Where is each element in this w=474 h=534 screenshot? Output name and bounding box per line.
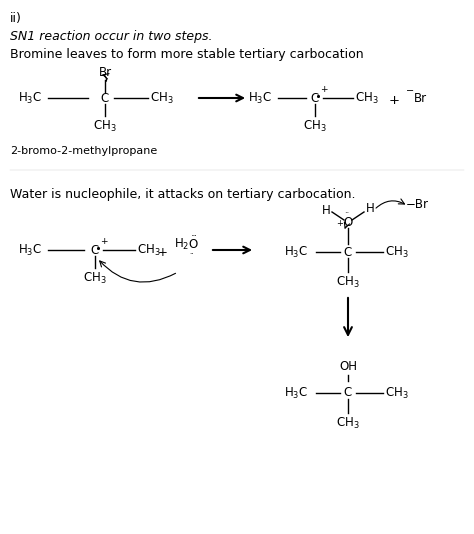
Text: $\mathsf{H_3C}$: $\mathsf{H_3C}$	[18, 90, 42, 106]
Text: $\mathsf{H_3C}$: $\mathsf{H_3C}$	[248, 90, 272, 106]
Text: +: +	[100, 237, 108, 246]
Text: O: O	[343, 216, 353, 229]
Text: $\mathsf{CH_3}$: $\mathsf{CH_3}$	[355, 90, 379, 106]
Text: $\mathsf{CH_3}$: $\mathsf{CH_3}$	[303, 119, 327, 134]
Text: C: C	[101, 91, 109, 105]
Text: C: C	[344, 246, 352, 258]
Text: $\mathsf{CH_3}$: $\mathsf{CH_3}$	[385, 245, 409, 260]
Text: −Br: −Br	[406, 198, 429, 210]
Text: $\mathsf{H_3C}$: $\mathsf{H_3C}$	[284, 245, 308, 260]
Text: −: −	[406, 86, 414, 96]
Text: +: +	[389, 93, 400, 106]
Text: $\mathsf{CH_3}$: $\mathsf{CH_3}$	[93, 119, 117, 134]
Text: +: +	[158, 246, 168, 258]
Text: $\mathsf{H_3C}$: $\mathsf{H_3C}$	[284, 386, 308, 400]
Text: +: +	[320, 84, 328, 93]
Text: $\mathsf{CH_3}$: $\mathsf{CH_3}$	[150, 90, 173, 106]
Text: $\mathsf{CH_3}$: $\mathsf{CH_3}$	[137, 242, 161, 257]
Text: SN1 reaction occur in two steps.: SN1 reaction occur in two steps.	[10, 30, 212, 43]
Text: $\mathsf{CH_3}$: $\mathsf{CH_3}$	[336, 274, 360, 289]
Text: $\mathsf{H_2}$: $\mathsf{H_2}$	[174, 237, 190, 252]
Text: Bromine leaves to form more stable tertiary carbocation: Bromine leaves to form more stable terti…	[10, 48, 364, 61]
Text: Water is nucleophile, it attacks on tertiary carbocation.: Water is nucleophile, it attacks on tert…	[10, 188, 356, 201]
Text: H: H	[322, 203, 330, 216]
Text: Br: Br	[99, 66, 111, 78]
Text: Br: Br	[414, 92, 427, 106]
Text: OH: OH	[339, 360, 357, 373]
Text: ..: ..	[189, 249, 193, 255]
Text: $\mathsf{CH_3}$: $\mathsf{CH_3}$	[336, 415, 360, 430]
Text: C: C	[344, 387, 352, 399]
Text: ii): ii)	[10, 12, 22, 25]
Text: +: +	[337, 219, 344, 229]
Text: 2-bromo-2-methylpropane: 2-bromo-2-methylpropane	[10, 146, 157, 156]
Text: ··: ··	[345, 209, 350, 218]
Text: C: C	[91, 244, 99, 256]
Text: $\mathsf{CH_3}$: $\mathsf{CH_3}$	[385, 386, 409, 400]
Text: $\mathsf{\ddot{O}}$: $\mathsf{\ddot{O}}$	[188, 236, 199, 252]
Text: $\mathsf{CH_3}$: $\mathsf{CH_3}$	[83, 270, 107, 286]
Text: H: H	[365, 201, 374, 215]
Text: C: C	[311, 91, 319, 105]
Text: $\mathsf{H_3C}$: $\mathsf{H_3C}$	[18, 242, 42, 257]
